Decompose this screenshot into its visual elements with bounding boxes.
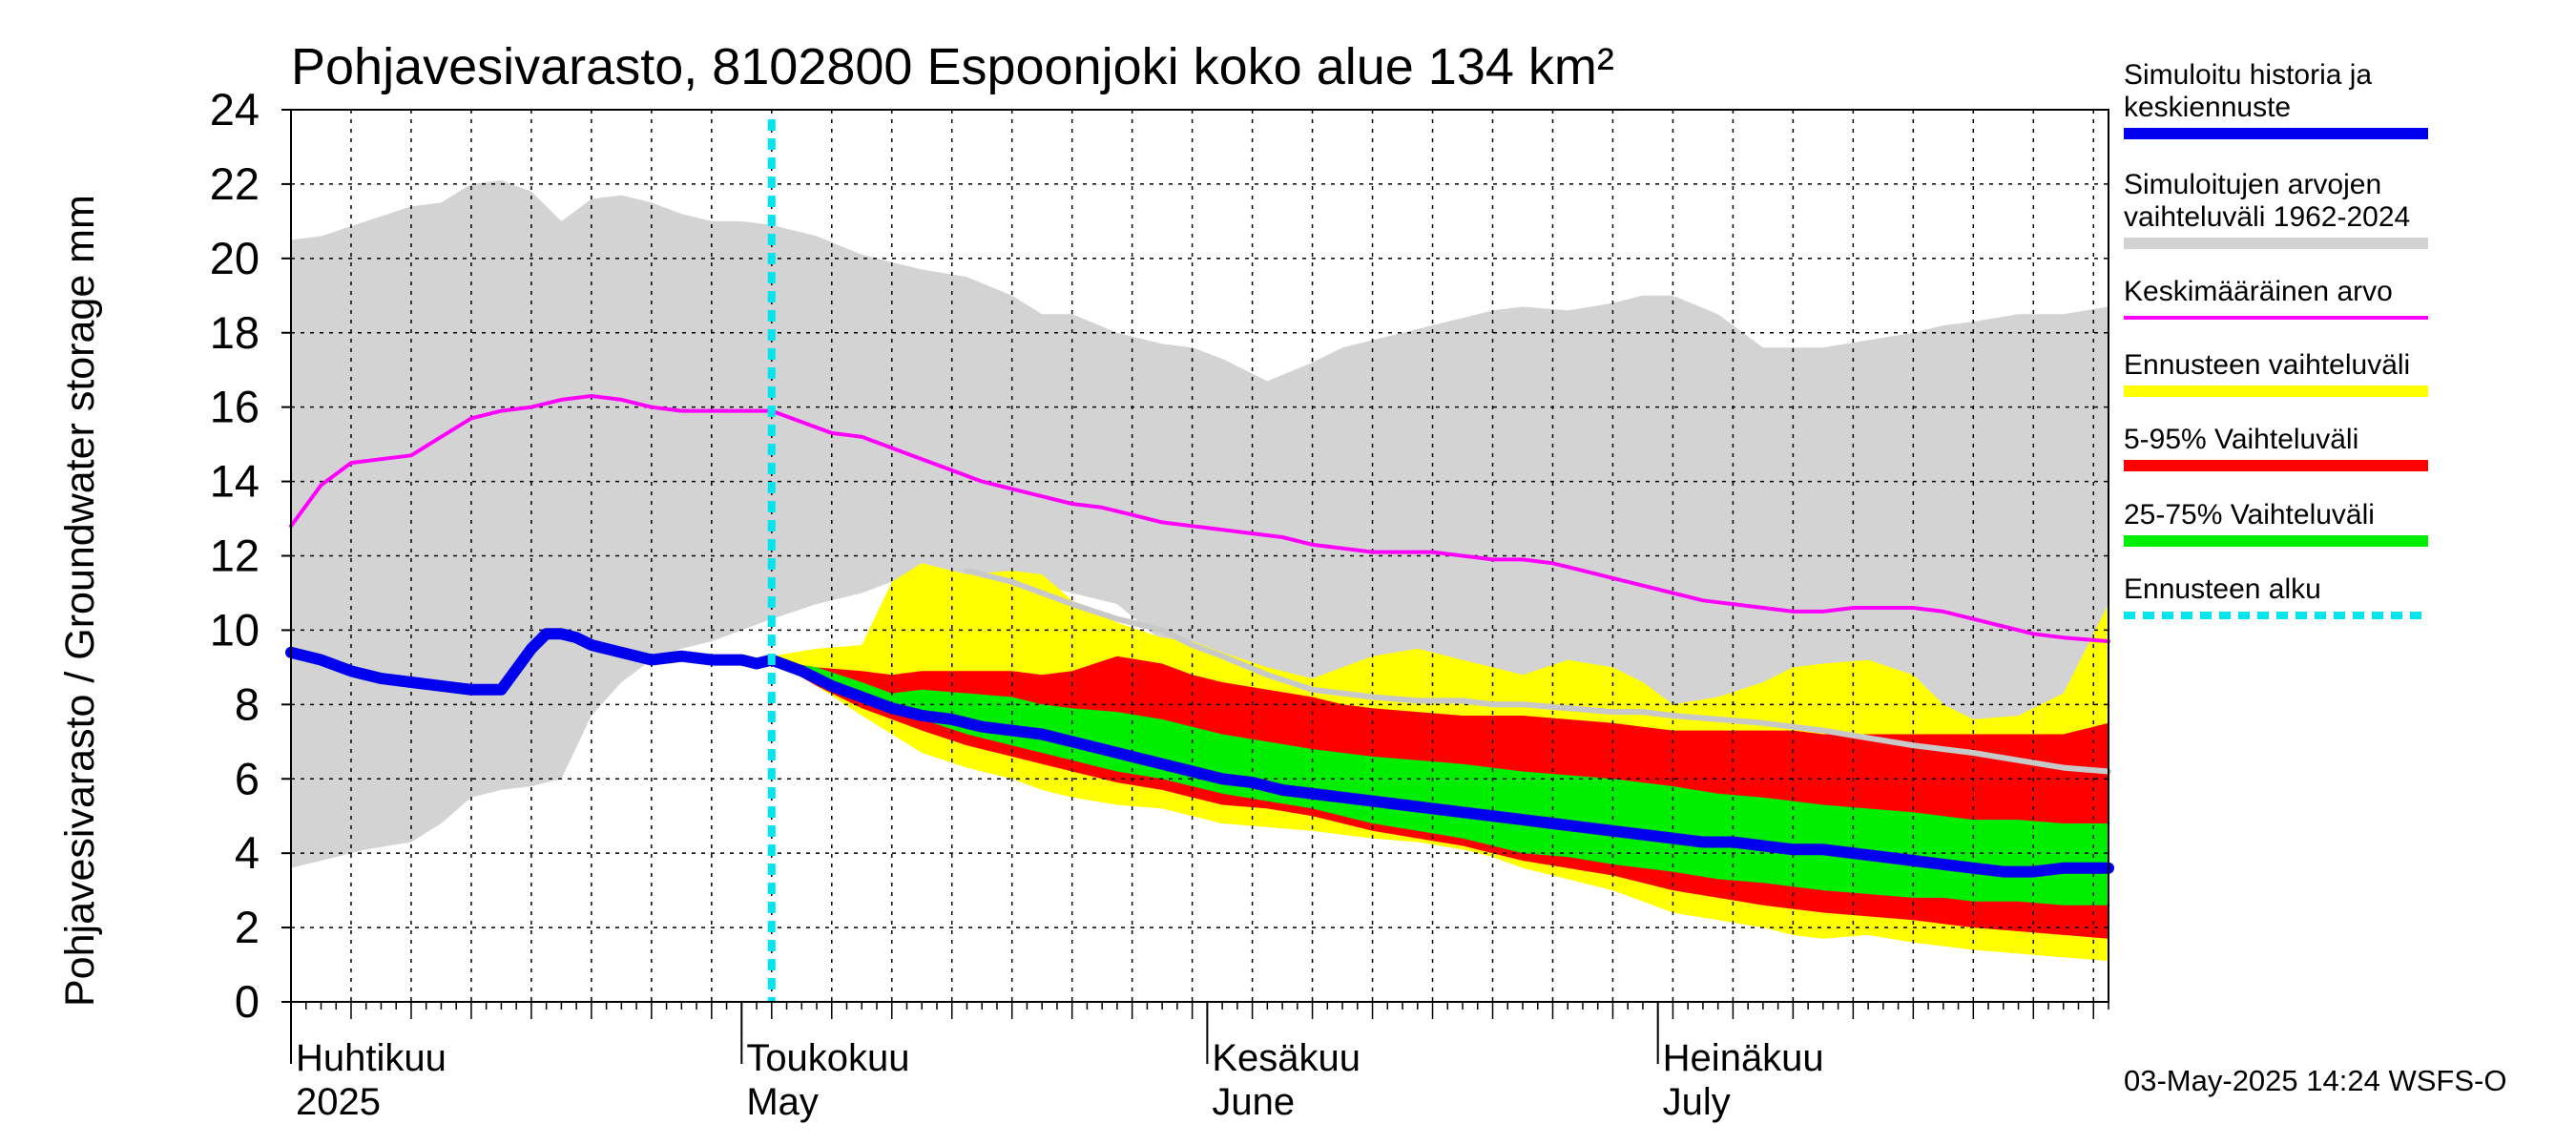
month-label-fi: Huhtikuu bbox=[296, 1037, 447, 1079]
line-group bbox=[285, 394, 2114, 878]
month-label-en: June bbox=[1212, 1081, 1295, 1123]
y-tick-label: 16 bbox=[210, 382, 260, 432]
chart-title: Pohjavesivarasto, 8102800 Espoonjoki kok… bbox=[291, 38, 1614, 95]
y-tick-label: 14 bbox=[210, 456, 260, 507]
y-tick-label: 4 bbox=[235, 827, 260, 878]
legend-label-25-75-vaihteluv-li: 25-75% Vaihteluväli bbox=[2124, 499, 2375, 531]
y-tick-label: 2 bbox=[235, 902, 260, 952]
y-tick-label: 8 bbox=[235, 678, 260, 729]
y-tick-label: 12 bbox=[210, 531, 260, 581]
month-label-en: 2025 bbox=[296, 1081, 381, 1123]
y-tick-label: 24 bbox=[210, 84, 260, 135]
month-label-en: July bbox=[1663, 1081, 1731, 1123]
legend-label-simuloitujen-arvojen-vaihteluv-li-1962-2024: Simuloitujen arvojen vaihteluväli 1962-20… bbox=[2124, 169, 2410, 233]
month-label-en: May bbox=[746, 1081, 819, 1123]
legend: Simuloitu historia ja keskiennuste Simuloi… bbox=[2124, 59, 2428, 619]
grid-group bbox=[291, 110, 2109, 1002]
series-line-simulated-upper-envelope-grey-line bbox=[964, 568, 2111, 775]
legend-label-ennusteen-alku: Ennusteen alku bbox=[2124, 573, 2321, 605]
month-label-fi: Kesäkuu bbox=[1212, 1037, 1361, 1079]
y-tick-label: 22 bbox=[210, 158, 260, 209]
month-label-fi: Heinäkuu bbox=[1663, 1037, 1824, 1079]
footer-timestamp: 03-May-2025 14:24 WSFS-O bbox=[2124, 1064, 2506, 1097]
y-tick-label: 18 bbox=[210, 307, 260, 358]
y-tick-label: 0 bbox=[235, 976, 260, 1027]
series-line-simuloitu-historia-ja-keskiennuste bbox=[285, 628, 2114, 878]
series-line-keskim-r-inen-arvo bbox=[289, 394, 2110, 644]
band-group bbox=[291, 180, 2109, 962]
y-tick-label: 6 bbox=[235, 753, 260, 803]
legend-label-simuloitu-historia-ja-keskiennuste: Simuloitu historia ja keskiennuste bbox=[2124, 59, 2372, 123]
legend-label-ennusteen-vaihteluv-li: Ennusteen vaihteluväli bbox=[2124, 349, 2410, 381]
x-ticks bbox=[290, 1002, 2109, 1019]
y-tick-label: 10 bbox=[210, 604, 260, 655]
y-tick-label: 20 bbox=[210, 233, 260, 283]
month-label-fi: Toukokuu bbox=[746, 1037, 909, 1079]
legend-label-5-95-vaihteluv-li: 5-95% Vaihteluväli bbox=[2124, 424, 2358, 455]
y-axis-label: Pohjavesivarasto / Groundwater storage m… bbox=[57, 195, 103, 1007]
legend-label-keskim-r-inen-arvo: Keskimääräinen arvo bbox=[2124, 276, 2393, 307]
